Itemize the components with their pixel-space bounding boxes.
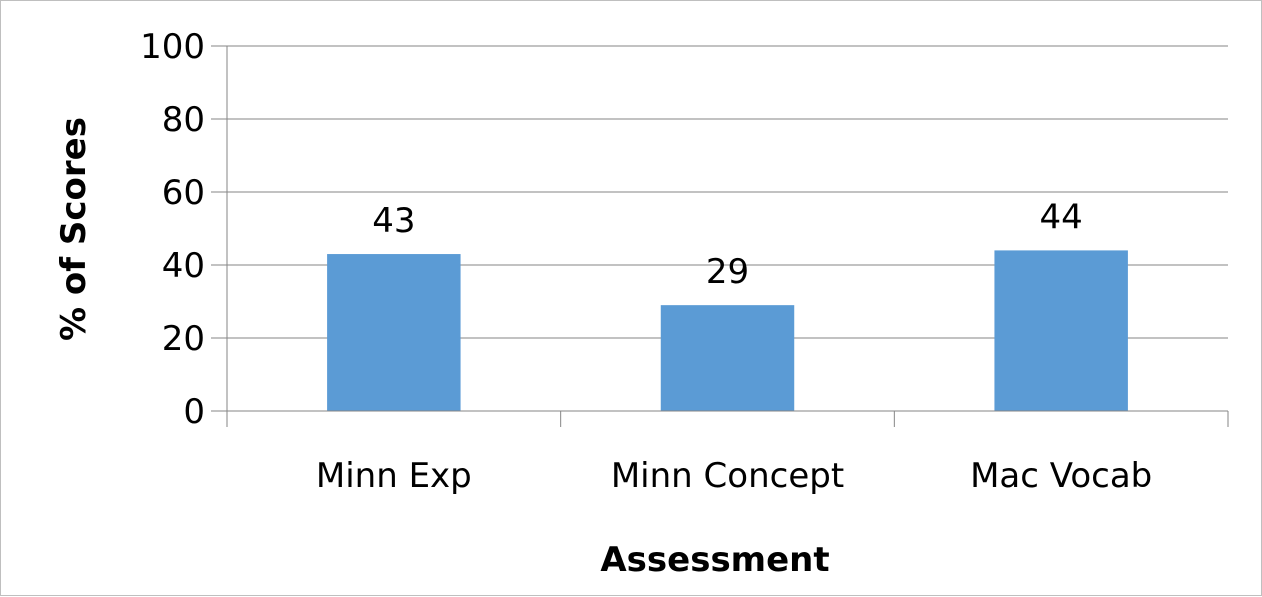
x-tick-label: Minn Concept xyxy=(611,456,844,496)
data-label: 44 xyxy=(1040,197,1083,237)
x-tick-label: Mac Vocab xyxy=(970,456,1152,496)
y-tick-label: 0 xyxy=(183,392,205,432)
axes xyxy=(211,45,1229,427)
y-tick-label: 100 xyxy=(140,27,205,67)
labels: 0 20 40 60 80 100 43 Minn Exp 29 Minn Concept 44 Ma… xyxy=(140,27,1152,496)
data-label: 29 xyxy=(706,252,749,292)
x-axis-title: Assessment xyxy=(600,540,829,580)
data-label: 43 xyxy=(372,201,415,241)
y-tick-label: 80 xyxy=(162,100,205,140)
y-tick-label: 20 xyxy=(162,319,205,359)
x-tick-label: Minn Exp xyxy=(316,456,472,496)
y-tick-label: 40 xyxy=(162,246,205,286)
bar xyxy=(660,305,795,411)
bar xyxy=(327,254,461,411)
y-tick-label: 60 xyxy=(162,173,205,213)
bars xyxy=(327,250,1128,411)
y-axis-title: % of Scores xyxy=(54,117,94,341)
bar xyxy=(994,250,1128,411)
